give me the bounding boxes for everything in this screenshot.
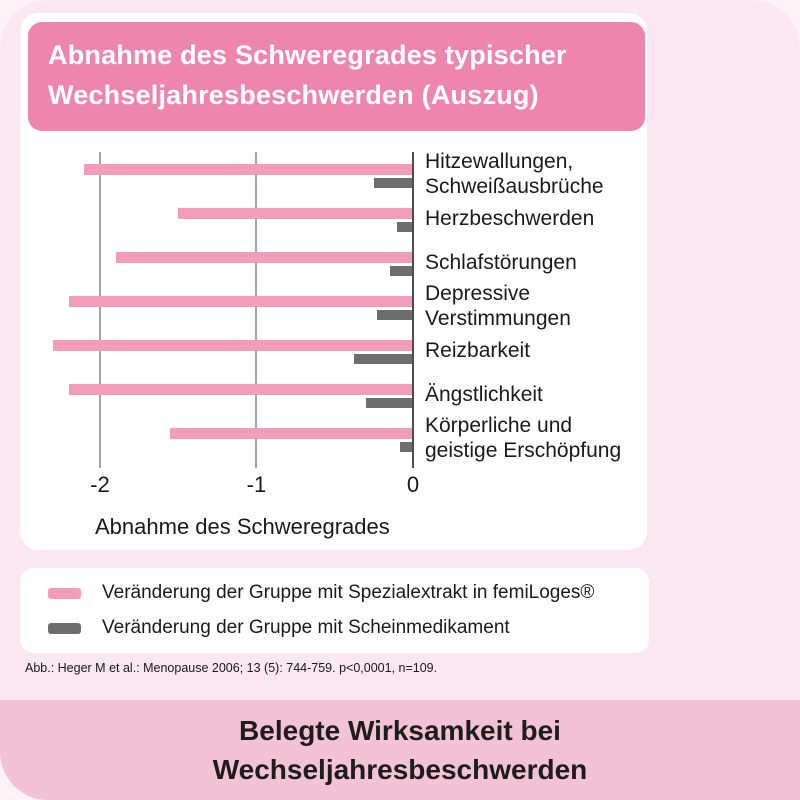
bar-spezialextrakt <box>84 164 413 175</box>
category-labels: Hitzewallungen, Schweißausbrüche Herzbesc… <box>425 150 643 462</box>
tick-label: 0 <box>406 472 420 497</box>
category-label: Depressive Verstimmungen <box>425 282 571 330</box>
legend-item-spezialextrakt: Veränderung der Gruppe mit Spezialextrak… <box>48 582 649 604</box>
legend-label: Veränderung der Gruppe mit Spezialextrak… <box>102 582 595 603</box>
axis-line <box>412 152 414 468</box>
chart-title-box: Abnahme des Schweregrades typischer Wech… <box>28 22 645 131</box>
bar-scheinmedikament <box>366 398 413 408</box>
chart-card: Abnahme des Schweregrades typischer Wech… <box>20 13 647 550</box>
x-axis-label: Abnahme des Schweregrades <box>95 514 390 539</box>
bar-scheinmedikament <box>397 222 413 232</box>
category-label: Schlafstörungen <box>425 250 577 274</box>
tick-label: -2 <box>90 472 110 497</box>
bottom-banner: Belegte Wirksamkeit bei Wechseljahresbes… <box>0 700 800 800</box>
gridline <box>255 152 258 468</box>
category-label: Herzbeschwerden <box>425 206 595 230</box>
legend: Veränderung der Gruppe mit Spezialextrak… <box>20 568 649 653</box>
source-footnote: Abb.: Heger M et al.: Menopause 2006; 13… <box>25 661 438 675</box>
bar-scheinmedikament <box>389 266 413 276</box>
tick-label: -1 <box>246 472 267 497</box>
category-label: Hitzewallungen, Schweißausbrüche <box>425 150 604 198</box>
bar-spezialextrakt <box>52 340 413 351</box>
chart-title: Abnahme des Schweregrades typischer Wech… <box>48 40 567 110</box>
bar-spezialextrakt <box>68 296 413 307</box>
bar-scheinmedikament <box>353 354 413 364</box>
category-label: Reizbarkeit <box>425 338 531 362</box>
legend-swatch-pink <box>48 587 81 599</box>
plot-area: -2 -1 0 <box>52 152 419 497</box>
legend-swatch-gray <box>48 622 81 634</box>
legend-label: Veränderung der Gruppe mit Scheinmedikam… <box>102 617 510 638</box>
bar-scheinmedikament <box>373 178 413 188</box>
gridline <box>98 152 101 468</box>
bar-spezialextrakt <box>178 208 413 219</box>
category-label: Ängstlichkeit <box>425 382 543 406</box>
category-label: Körperliche und geistige Erschöpfung <box>425 414 622 462</box>
bar-scheinmedikament <box>400 442 413 452</box>
bar-spezialextrakt <box>68 384 413 395</box>
bar-scheinmedikament <box>377 310 413 320</box>
bar-spezialextrakt <box>170 428 413 439</box>
banner-text: Belegte Wirksamkeit bei Wechseljahresbes… <box>212 715 588 785</box>
legend-item-scheinmedikament: Veränderung der Gruppe mit Scheinmedikam… <box>48 617 649 639</box>
bar-spezialextrakt <box>115 252 413 263</box>
